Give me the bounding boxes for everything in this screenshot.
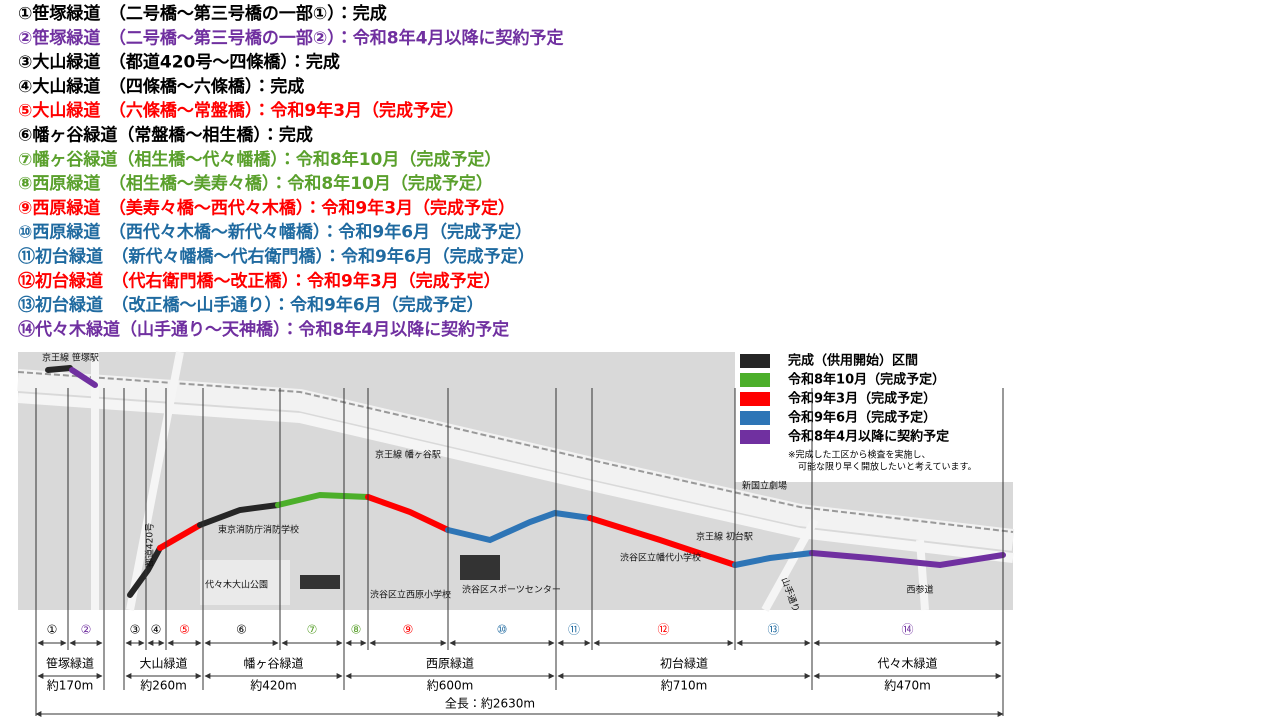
- park: [200, 560, 290, 605]
- route-item: ④大山緑道 （四條橋～六條橋）：完成: [18, 76, 304, 97]
- map-label: 渋谷区スポーツセンター: [462, 584, 561, 596]
- section-number: ⑭: [901, 623, 913, 637]
- map-label: 京王線 笹塚駅: [42, 352, 99, 364]
- route-item: ⑭代々木緑道（山手通り～天神橋）：令和8年4月以降に契約予定: [18, 319, 509, 340]
- route-segment: [445, 509, 593, 544]
- legend-swatch: [740, 411, 770, 425]
- map-label: 渋谷区立幡代小学校: [620, 552, 701, 564]
- road: [91, 351, 929, 612]
- road: [17, 393, 1014, 563]
- group-length: 約420m: [250, 678, 297, 693]
- rail-track: [17, 371, 1014, 533]
- route-item: ⑪初台緑道 （新代々幡橋～代右衛門橋）：令和9年6月（完成予定）: [18, 246, 535, 267]
- section-number: ④: [151, 623, 162, 637]
- legend-label: 令和9年6月（完成予定）: [788, 410, 936, 426]
- section-number: ⑫: [657, 623, 669, 637]
- section-number: ⑥: [236, 623, 247, 637]
- route-item: ⑫初台緑道 （代右衛門橋～改正橋）：令和9年3月（完成予定）: [18, 270, 501, 291]
- section-number: ⑩: [497, 623, 508, 637]
- route-list: ①笹塚緑道 （二号橋～第三号橋の一部①）：完成 ②笹塚緑道 （二号橋～第三号橋の一…: [18, 3, 563, 340]
- group-length: 約470m: [884, 678, 931, 693]
- map-label: 新国立劇場: [742, 480, 787, 492]
- group-name: 初台緑道: [660, 656, 708, 671]
- section-number: ⑪: [568, 623, 580, 637]
- group-length: 約260m: [140, 678, 187, 693]
- route-item: ⑬初台緑道 （改正橋～山手通り）：令和9年6月（完成予定）: [18, 295, 484, 316]
- legend-label: 令和8年4月以降に契約予定: [788, 429, 949, 445]
- group-name: 大山緑道: [139, 657, 187, 671]
- route-segment: [127, 545, 163, 598]
- group-name: 幡ヶ谷緑道: [243, 656, 303, 671]
- route-segment: [275, 491, 371, 508]
- building: [460, 555, 500, 580]
- legend-background: [735, 352, 1013, 482]
- route-segment: [587, 515, 738, 568]
- legend-swatch: [740, 392, 770, 406]
- section-number: ⑤: [179, 623, 190, 637]
- map-label: 東京消防庁消防学校: [218, 524, 299, 536]
- map: 京王線 笹塚駅 京王線 幡ヶ谷駅 京王線 初台駅 東京消防庁消防学校 代々木大山…: [17, 351, 1015, 614]
- route-segment: [197, 502, 281, 528]
- railway: [17, 369, 1015, 551]
- section-number: ⑬: [767, 623, 779, 637]
- route-item: ⑩西原緑道 （西代々木橋～新代々幡橋）：令和9年6月（完成予定）: [18, 222, 532, 243]
- group-length: 約600m: [427, 678, 474, 693]
- map-label: 京王線 初台駅: [696, 531, 753, 543]
- building: [300, 575, 340, 589]
- route-item: ⑤大山緑道 （六條橋～常盤橋）：令和9年3月（完成予定）: [18, 100, 464, 121]
- route-segment: [809, 550, 1006, 569]
- map-label: 西参道: [906, 584, 933, 596]
- legend-label: 令和8年10月（完成予定）: [788, 372, 945, 388]
- legend-label: 令和9年3月（完成予定）: [788, 391, 936, 407]
- group-name: 代々木緑道: [877, 657, 937, 671]
- legend-note: ※完成した工区から検査を実施し、: [788, 449, 931, 461]
- group-length: 約170m: [47, 678, 94, 693]
- legend-swatch: [740, 373, 770, 387]
- group-length: 約710m: [661, 678, 708, 693]
- route-item: ⑧西原緑道 （相生橋～美寿々橋）：令和8年10月（完成予定）: [18, 173, 493, 194]
- route-segment: [157, 522, 203, 551]
- group-name: 西原緑道: [426, 657, 474, 671]
- route-item: ⑨西原緑道 （美寿々橋～西代々木橋）：令和9年3月（完成予定）: [18, 197, 515, 218]
- legend-swatch: [740, 430, 770, 444]
- map-label: 代々木大山公園: [205, 579, 268, 591]
- map-label: 京王線 幡ヶ谷駅: [375, 449, 441, 461]
- route-segment: [45, 365, 73, 373]
- route-segment: [365, 494, 451, 533]
- map-label: 都道420号: [144, 523, 156, 567]
- section-number: ⑨: [403, 623, 414, 637]
- route-item: ⑥幡ヶ谷緑道（常盤橋～相生橋）：完成: [18, 125, 313, 146]
- legend-note: 可能な限り早く開放したいと考えています。: [798, 461, 977, 473]
- group-name: 笹塚緑道: [46, 656, 94, 671]
- route-segment: [732, 550, 815, 568]
- total-length: 全長：約2630m: [445, 696, 535, 711]
- route-item: ③大山緑道 （都道420号～四條橋）：完成: [18, 52, 340, 73]
- route-item: ①笹塚緑道 （二号橋～第三号橋の一部①）：完成: [18, 3, 387, 24]
- section-number: ③: [130, 623, 141, 637]
- route-item: ⑦幡ヶ谷緑道（相生橋～代々幡橋）：令和8年10月（完成予定）: [18, 149, 501, 170]
- route-segment: [69, 367, 98, 388]
- section-number: ⑧: [351, 623, 362, 637]
- section-number: ①: [47, 623, 58, 637]
- legend-swatch: [740, 354, 770, 368]
- map-label: 渋谷区立西原小学校: [370, 589, 451, 601]
- route: [45, 365, 1006, 598]
- legend-label: 完成（供用開始）区間: [787, 353, 918, 369]
- route-item: ②笹塚緑道 （二号橋～第三号橋の一部②）：令和8年4月以降に契約予定: [18, 27, 563, 48]
- section-number: ②: [81, 623, 92, 637]
- section-number: ⑦: [307, 623, 318, 637]
